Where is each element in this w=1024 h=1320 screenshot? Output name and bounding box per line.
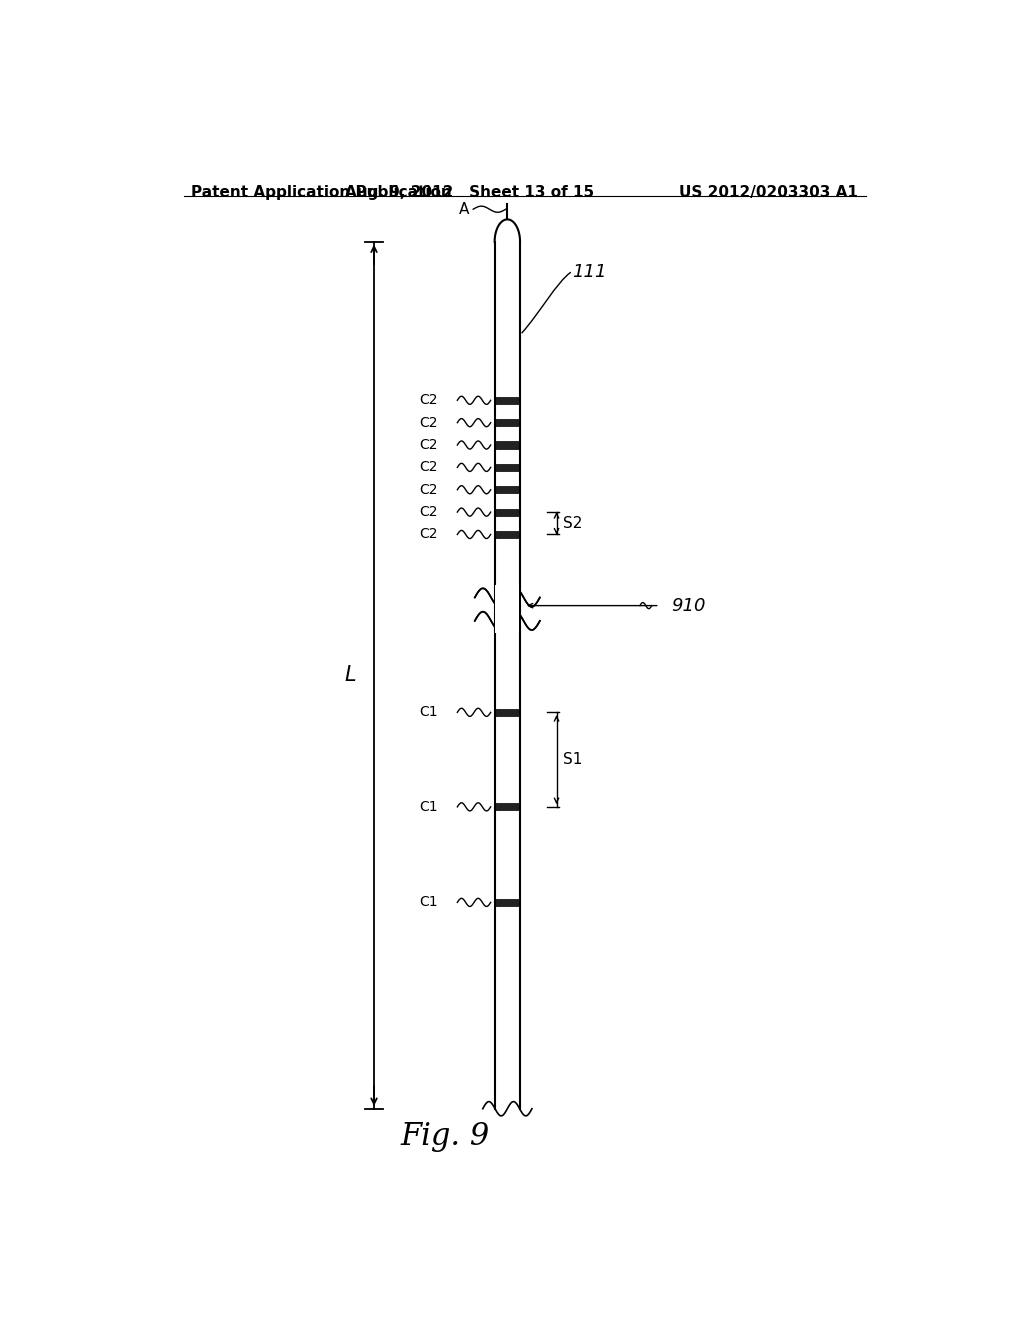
Bar [495,709,520,715]
Text: C1: C1 [419,895,437,909]
Bar [495,486,520,494]
Text: L: L [345,665,356,685]
Text: A: A [459,202,469,216]
Bar [495,508,520,516]
Bar [495,899,520,906]
Text: Fig. 9: Fig. 9 [400,1121,490,1151]
Text: C2: C2 [419,416,437,430]
Text: C2: C2 [419,528,437,541]
Bar [495,463,520,471]
Bar [495,397,520,404]
Bar [495,531,520,539]
Text: S1: S1 [563,752,583,767]
Text: C2: C2 [419,506,437,519]
Text: C1: C1 [419,705,437,719]
Bar [496,585,519,634]
Text: C2: C2 [419,483,437,496]
Bar [495,441,520,449]
Text: C2: C2 [419,461,437,474]
Text: US 2012/0203303 A1: US 2012/0203303 A1 [679,185,858,199]
Text: 910: 910 [672,597,707,615]
Text: Patent Application Publication: Patent Application Publication [191,185,453,199]
Text: S2: S2 [563,516,583,531]
Text: C2: C2 [419,393,437,408]
Text: C2: C2 [419,438,437,451]
Bar [495,420,520,426]
Text: 111: 111 [572,263,607,281]
Text: Aug. 9, 2012   Sheet 13 of 15: Aug. 9, 2012 Sheet 13 of 15 [345,185,594,199]
Text: C1: C1 [419,800,437,814]
Bar [495,804,520,810]
